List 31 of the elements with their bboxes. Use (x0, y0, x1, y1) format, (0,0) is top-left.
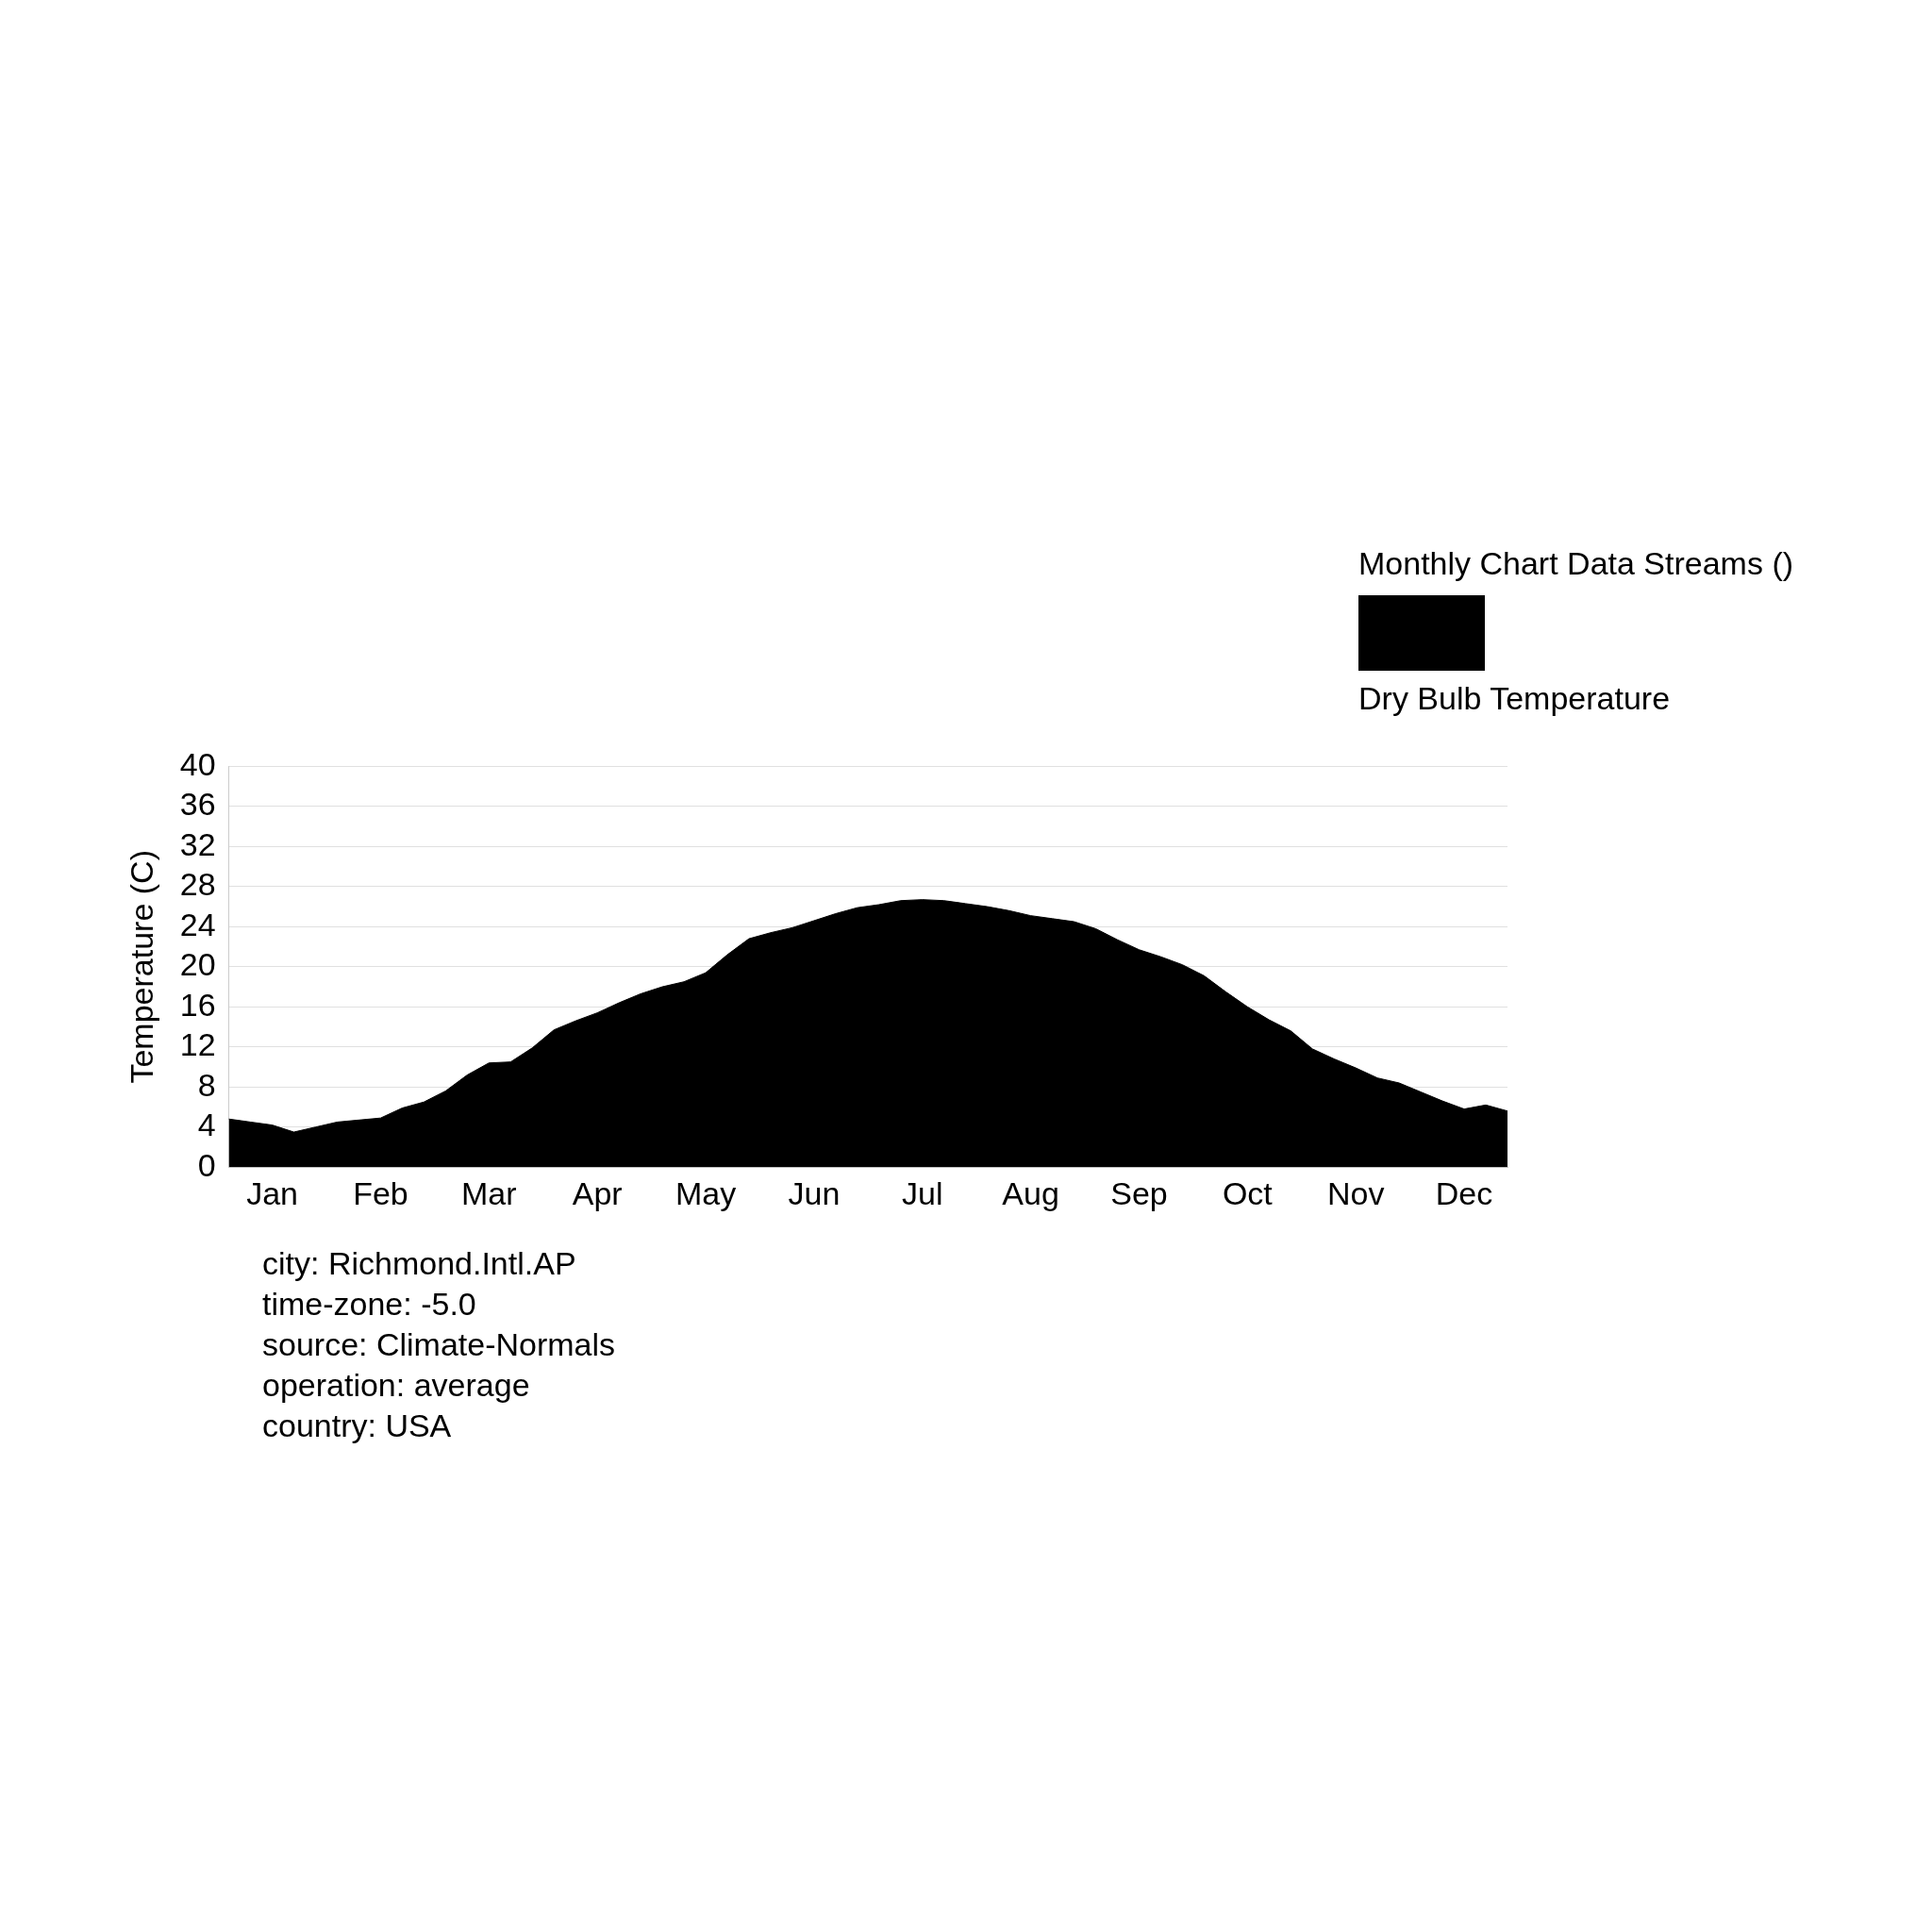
legend-label: Dry Bulb Temperature (1358, 680, 1672, 717)
y-tick-label: 16 (179, 986, 216, 1023)
y-tick-label: 4 (197, 1107, 216, 1143)
source-note: source: Climate-Normals (262, 1325, 616, 1364)
text: country: USA (262, 1407, 453, 1445)
text: city: Richmond.Intl.AP (262, 1244, 577, 1283)
x-tick-label: Jun (788, 1174, 841, 1211)
y-tick-label: 32 (179, 825, 216, 862)
x-tick-label: May (675, 1174, 737, 1211)
x-tick-label: Aug (1002, 1174, 1059, 1211)
y-tick-label: 28 (179, 866, 216, 903)
y-tick-label: 8 (197, 1066, 216, 1103)
x-tick-label: Dec (1435, 1174, 1493, 1211)
y-tick-label: 36 (179, 786, 216, 823)
x-tick-label: Mar (461, 1174, 517, 1211)
text: operation: average (262, 1366, 531, 1405)
text: time-zone: -5.0 (262, 1285, 477, 1324)
y-tick-label: 24 (179, 906, 216, 942)
y-tick-label: 12 (179, 1026, 216, 1063)
x-tick-label: Jul (902, 1174, 943, 1211)
y-axis-title: Temperature (C) (123, 850, 159, 1084)
x-tick-label: Apr (572, 1174, 623, 1211)
x-tick-label: Nov (1326, 1174, 1385, 1211)
y-tick-label: 40 (179, 745, 216, 782)
x-tick-label: Sep (1110, 1174, 1168, 1211)
x-tick-label: Feb (353, 1174, 408, 1211)
y-tick-label: 0 (197, 1146, 216, 1183)
y-tick-label: 20 (179, 946, 216, 983)
legend-title: Monthly Chart Data Streams () (1358, 545, 1794, 582)
x-tick-label: Oct (1222, 1174, 1274, 1211)
x-tick-label: Jan (246, 1174, 298, 1211)
